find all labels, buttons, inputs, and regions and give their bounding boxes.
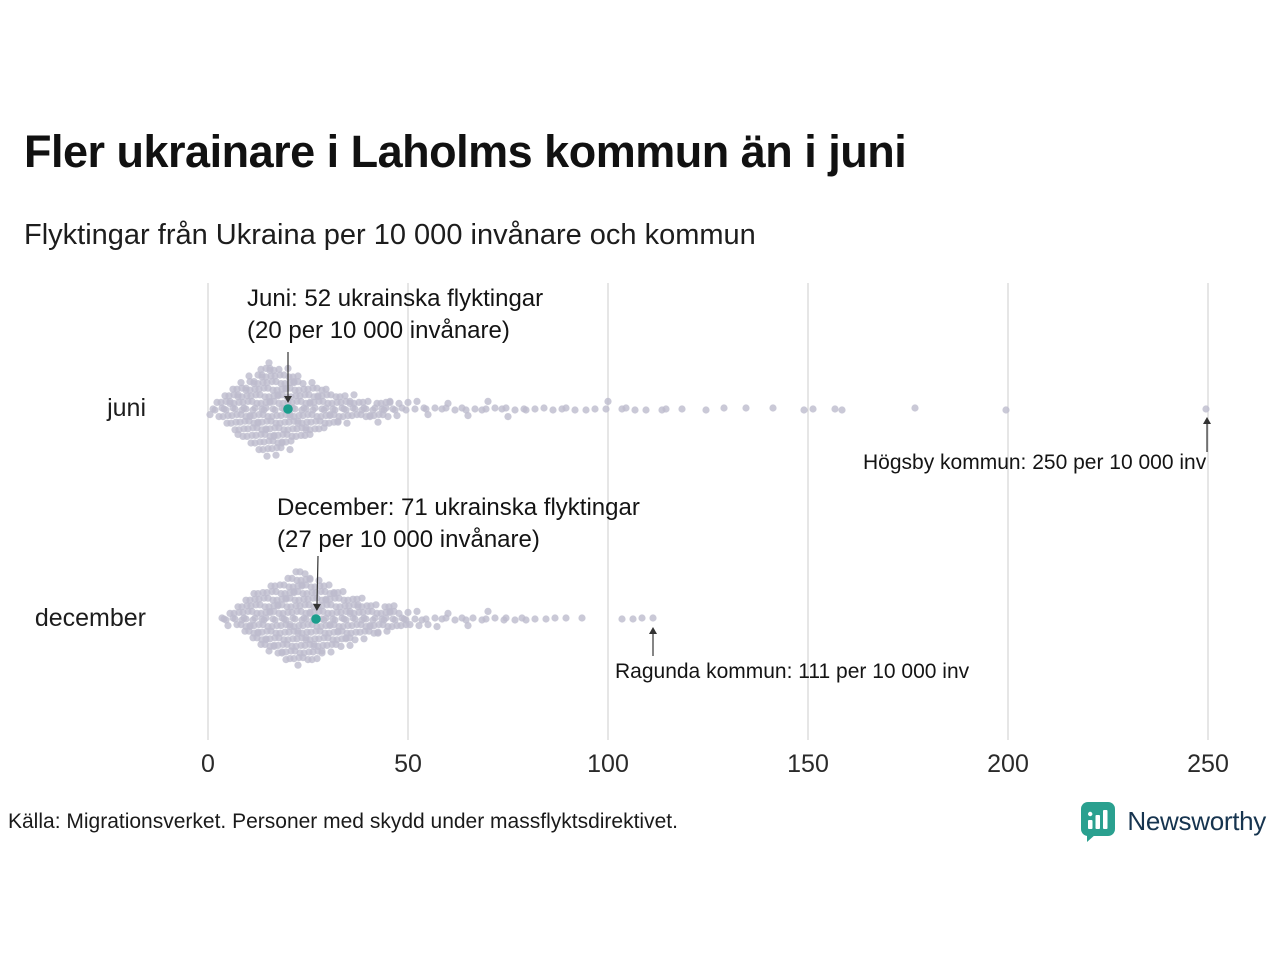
annotation-december-line1: December: 71 ukrainska flyktingar: [277, 494, 640, 521]
x-axis: 0 50 100 150 200 250: [0, 750, 1280, 784]
callout-hogsby: Högsby kommun: 250 per 10 000 inv: [863, 451, 1207, 474]
annotation-juni-line2: (20 per 10 000 invånare): [247, 317, 510, 344]
chart-title: Fler ukrainare i Laholms kommun än i jun…: [24, 126, 907, 177]
newsworthy-logo-text: Newsworthy: [1127, 805, 1266, 836]
x-tick-label: 0: [201, 750, 215, 778]
source-note: Källa: Migrationsverket. Personer med sk…: [8, 810, 678, 833]
x-tick-label: 100: [587, 750, 629, 778]
annotation-juni-line1: Juni: 52 ukrainska flyktingar: [247, 285, 544, 312]
row-label-juni: juni: [107, 394, 146, 422]
callout-ragunda: Ragunda kommun: 111 per 10 000 inv: [615, 660, 970, 683]
x-tick-label: 250: [1187, 750, 1229, 778]
newsworthy-logo-icon: [1081, 802, 1116, 842]
chart-subtitle: Flyktingar från Ukraina per 10 000 invån…: [24, 219, 756, 251]
x-tick-label: 200: [987, 750, 1029, 778]
row-label-december: december: [34, 604, 146, 632]
annotation-juni: Juni: 52 ukrainska flyktingar (20 per 10…: [247, 283, 543, 347]
annotation-december-line2: (27 per 10 000 invånare): [277, 526, 540, 553]
x-tick-label: 50: [394, 750, 422, 778]
annotation-december: December: 71 ukrainska flyktingar (27 pe…: [277, 492, 640, 556]
newsworthy-logo: Newsworthy: [1079, 800, 1266, 842]
x-tick-label: 150: [787, 750, 829, 778]
